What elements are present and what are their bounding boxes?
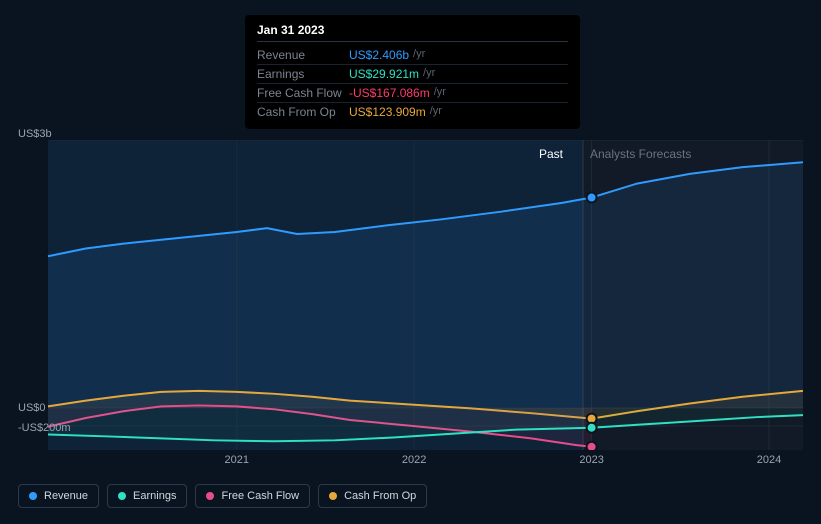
- tooltip-metric-label: Earnings: [257, 67, 349, 81]
- legend-item-earnings[interactable]: Earnings: [107, 484, 187, 508]
- legend-label: Earnings: [133, 490, 176, 502]
- x-axis-tick-label: 2024: [757, 454, 781, 466]
- tooltip-metric-unit: /yr: [430, 105, 442, 119]
- tooltip-metric-value: US$29.921m: [349, 67, 419, 81]
- tooltip-row: RevenueUS$2.406b/yr: [257, 46, 568, 65]
- tooltip-metric-value: -US$167.086m: [349, 86, 430, 100]
- x-axis-tick-label: 2021: [225, 454, 249, 466]
- tooltip-metric-value: US$123.909m: [349, 105, 426, 119]
- tooltip-row: EarningsUS$29.921m/yr: [257, 65, 568, 84]
- legend-dot-icon: [118, 492, 126, 500]
- tooltip-metric-unit: /yr: [413, 48, 425, 62]
- tooltip-metric-value: US$2.406b: [349, 48, 409, 62]
- legend-label: Revenue: [44, 490, 88, 502]
- legend-dot-icon: [206, 492, 214, 500]
- legend-label: Cash From Op: [344, 490, 416, 502]
- earnings-revenue-chart: US$3b US$0 -US$200m PastAnalysts Forecas…: [18, 140, 803, 450]
- tooltip-row: Free Cash Flow-US$167.086m/yr: [257, 84, 568, 103]
- y-axis-max-label: US$3b: [18, 128, 52, 140]
- legend-item-free-cash-flow[interactable]: Free Cash Flow: [195, 484, 310, 508]
- tooltip-metric-unit: /yr: [423, 67, 435, 81]
- x-axis-tick-label: 2023: [579, 454, 603, 466]
- chart-tooltip: Jan 31 2023 RevenueUS$2.406b/yrEarningsU…: [245, 15, 580, 129]
- chart-legend: Revenue Earnings Free Cash Flow Cash From O…: [18, 484, 427, 508]
- x-axis-tick-label: 2022: [402, 454, 426, 466]
- past-section-label: Past: [539, 147, 564, 161]
- y-axis-min-label: -US$200m: [18, 422, 71, 434]
- tooltip-date: Jan 31 2023: [257, 23, 568, 42]
- legend-label: Free Cash Flow: [221, 490, 299, 502]
- legend-item-cash-from-op[interactable]: Cash From Op: [318, 484, 427, 508]
- chart-svg: Past Analysts Forecasts: [18, 140, 803, 450]
- tooltip-metric-label: Revenue: [257, 48, 349, 62]
- tooltip-metric-label: Free Cash Flow: [257, 86, 349, 100]
- legend-dot-icon: [29, 492, 37, 500]
- legend-item-revenue[interactable]: Revenue: [18, 484, 99, 508]
- tooltip-metric-label: Cash From Op: [257, 105, 349, 119]
- y-axis-zero-label: US$0: [18, 402, 46, 414]
- legend-dot-icon: [329, 492, 337, 500]
- forecast-section-label: Analysts Forecasts: [590, 147, 691, 161]
- tooltip-metric-unit: /yr: [434, 86, 446, 100]
- tooltip-row: Cash From OpUS$123.909m/yr: [257, 103, 568, 121]
